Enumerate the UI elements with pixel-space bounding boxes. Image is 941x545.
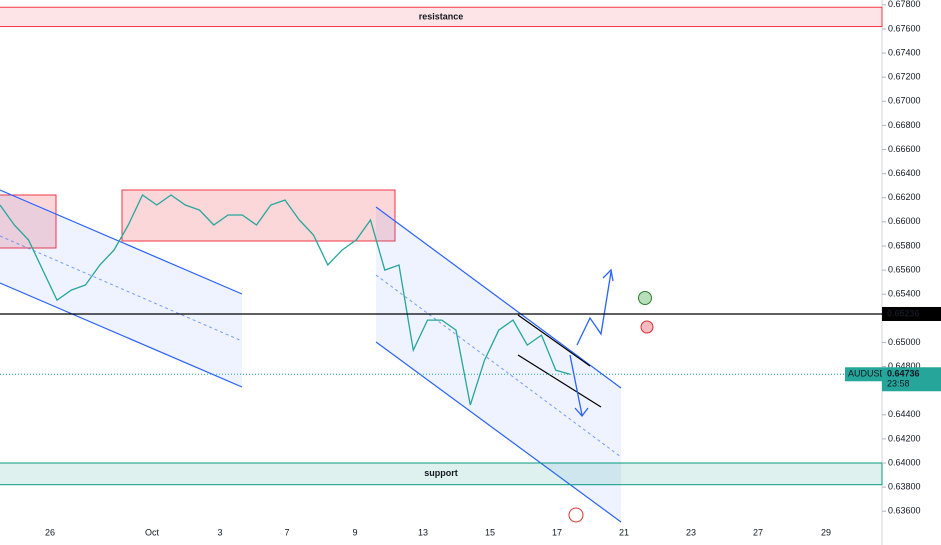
channel-fill	[376, 207, 621, 522]
x-tick-label: 15	[485, 527, 495, 537]
y-tick-label: 0.63800	[888, 481, 921, 491]
channel-line	[0, 189, 243, 295]
y-tick-label: 0.65400	[888, 289, 921, 299]
arrow-head	[602, 268, 614, 282]
x-tick-label: 9	[352, 527, 357, 537]
symbol-tag	[845, 367, 882, 382]
y-tick-label: 0.66800	[888, 120, 921, 130]
level-label: 0.65236	[887, 308, 920, 318]
event-icon[interactable]	[568, 507, 584, 523]
x-tick-label: 17	[552, 527, 562, 537]
trend-line	[517, 354, 602, 408]
supply-box	[121, 189, 396, 242]
marker-circle	[638, 291, 652, 305]
x-tick-label: 7	[284, 527, 289, 537]
price-line	[0, 194, 571, 406]
x-tick-label: 27	[753, 527, 763, 537]
x-tick-label: 23	[686, 527, 696, 537]
y-tick-label: 0.65800	[888, 240, 921, 250]
y-tick-label: 0.64400	[888, 409, 921, 419]
marker-circle	[640, 320, 654, 334]
y-tick-label: 0.67800	[888, 0, 921, 9]
countdown-label: 23:58	[887, 379, 910, 389]
y-tick-label: 0.64000	[888, 457, 921, 467]
y-tick-label: 0.64200	[888, 433, 921, 443]
x-tick-label: 3	[217, 527, 222, 537]
arrow-down	[569, 354, 583, 416]
y-tick-label: 0.65000	[888, 337, 921, 347]
channel-mid	[375, 274, 622, 458]
level-tag	[882, 306, 941, 321]
zone-label: support	[424, 468, 458, 478]
channel-mid	[0, 235, 243, 342]
y-tick-label: 0.66400	[888, 168, 921, 178]
x-tick-label: 29	[821, 527, 831, 537]
price-tag	[882, 367, 941, 392]
zone-label: resistance	[419, 11, 464, 21]
arrow-head	[574, 407, 589, 418]
x-tick-label: 21	[619, 527, 629, 537]
y-tick-label: 0.63600	[888, 506, 921, 516]
channel-fill	[0, 190, 242, 387]
channel-line	[0, 282, 243, 388]
y-tick-label: 0.66600	[888, 144, 921, 154]
x-tick-label: Oct	[145, 527, 160, 537]
x-tick-label: 26	[45, 527, 55, 537]
zone-box	[0, 462, 883, 486]
arrow-up	[576, 271, 612, 346]
y-tick-label: 0.67400	[888, 47, 921, 57]
y-tick-label: 0.67000	[888, 96, 921, 106]
channel-line	[375, 206, 622, 389]
y-tick-label: 0.66000	[888, 216, 921, 226]
channel-line	[375, 341, 622, 523]
symbol-label: AUDUSD	[848, 369, 887, 379]
y-tick-label: 0.66200	[888, 192, 921, 202]
price-label: 0.64736	[887, 369, 920, 379]
y-tick-label: 0.65600	[888, 264, 921, 274]
x-tick-label: 13	[418, 527, 428, 537]
y-tick-label: 0.67600	[888, 23, 921, 33]
trend-line	[517, 314, 591, 367]
zone-box	[0, 6, 883, 28]
y-tick-label: 0.67200	[888, 72, 921, 82]
drawings	[0, 0, 883, 545]
y-tick-label: 0.64800	[888, 361, 921, 371]
